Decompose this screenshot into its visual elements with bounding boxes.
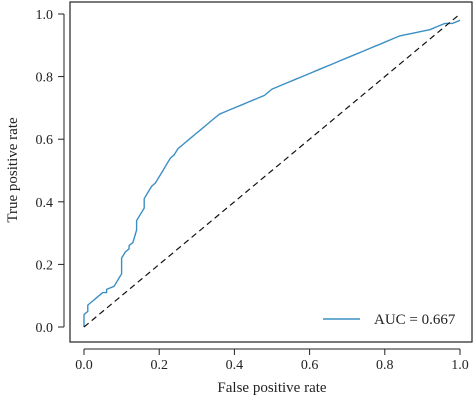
roc-curve-line [83,19,461,327]
x-tick-label: 0.0 [75,358,93,373]
y-tick-label: 1.0 [36,8,54,23]
y-tick-label: 0.8 [36,71,54,86]
y-axis-ticks: 0.0 0.2 0.4 0.6 0.8 1.0 [36,8,64,336]
reference-diagonal-line [83,13,461,328]
y-tick-label: 0.4 [36,196,54,211]
legend: AUC = 0.667 [323,312,456,328]
y-axis-label: True positive rate [5,117,21,223]
y-tick-label: 0.6 [36,133,54,148]
x-tick-label: 0.6 [301,358,319,373]
y-tick-label: 0.0 [36,321,54,336]
x-tick-label: 0.2 [150,358,168,373]
x-axis-ticks: 0.0 0.2 0.4 0.6 0.8 1.0 [75,349,469,373]
x-tick-label: 0.8 [376,358,394,373]
legend-label: AUC = 0.667 [374,312,456,328]
series-layer [83,13,461,328]
x-tick-label: 1.0 [451,358,469,373]
y-tick-label: 0.2 [36,258,54,273]
x-tick-label: 0.4 [226,358,244,373]
x-axis-label: False positive rate [217,380,326,396]
plot-frame [69,1,473,343]
